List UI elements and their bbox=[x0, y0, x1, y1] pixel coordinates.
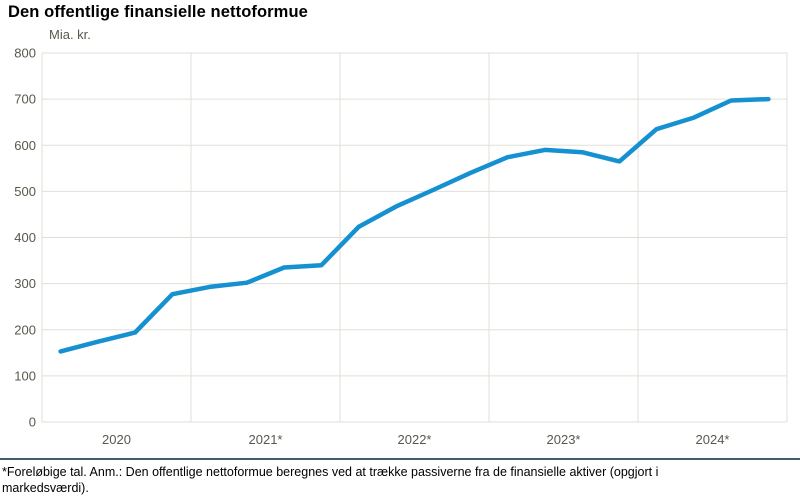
x-tick-label: 2021* bbox=[249, 432, 283, 447]
y-tick-label: 0 bbox=[29, 415, 36, 430]
y-tick-label: 700 bbox=[14, 92, 36, 107]
y-tick-label: 800 bbox=[14, 46, 36, 61]
net-wealth-line-series bbox=[58, 96, 771, 354]
chart-title: Den offentlige finansielle nettoformue bbox=[8, 3, 308, 21]
y-tick-label: 500 bbox=[14, 184, 36, 199]
y-axis-unit-label: Mia. kr. bbox=[49, 27, 91, 42]
x-tick-label: 2022* bbox=[398, 432, 432, 447]
y-tick-label: 200 bbox=[14, 322, 36, 337]
y-tick-label: 400 bbox=[14, 230, 36, 245]
footnote-divider bbox=[0, 458, 800, 460]
y-tick-label: 300 bbox=[14, 276, 36, 291]
x-tick-label: 2024* bbox=[696, 432, 730, 447]
y-tick-label: 100 bbox=[14, 368, 36, 383]
x-tick-label: 2023* bbox=[547, 432, 581, 447]
footnote-text: *Foreløbige tal. Anm.: Den offentlige ne… bbox=[2, 465, 659, 495]
line-chart: 0 100 200 300 400 500 600 700 800 2020 2021* 2022* 2… bbox=[14, 46, 788, 447]
y-tick-label: 600 bbox=[14, 138, 36, 153]
x-tick-label: 2020 bbox=[102, 432, 131, 447]
